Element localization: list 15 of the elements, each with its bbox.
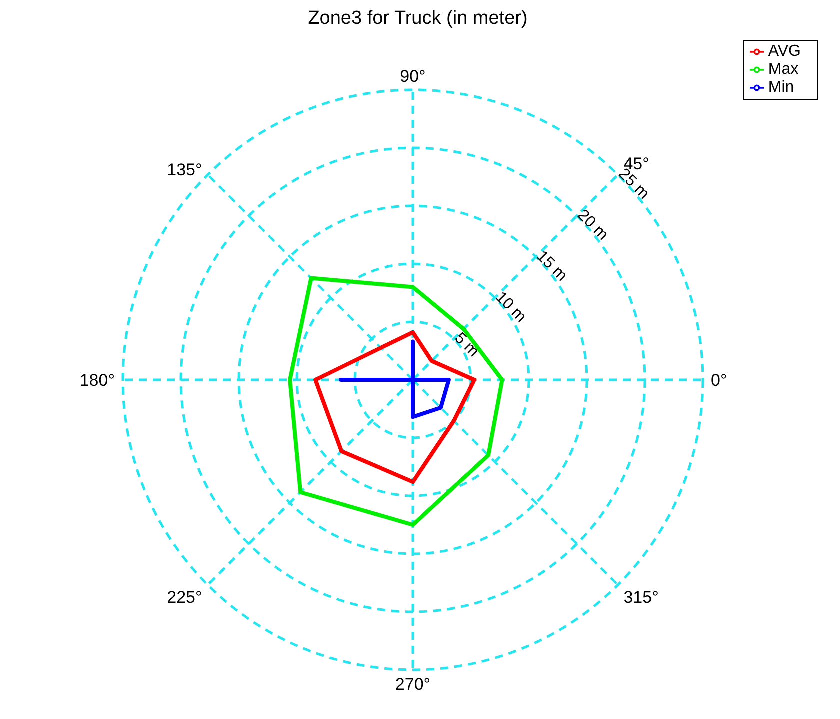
spoke-label: 180° [80,371,115,390]
spoke-label: 270° [395,675,431,694]
chart-title: Zone3 for Truck (in meter) [307,8,529,30]
spoke-label: 0° [711,371,728,390]
spoke-label: 90° [400,67,426,86]
spoke-label: 135° [167,160,202,180]
y-tick-label: 5 m [451,330,482,361]
spoke-label: 225° [167,588,202,607]
spoke-label: 315° [624,588,659,607]
y-tick-label: 15 m [533,248,570,285]
legend-label: AVG [768,43,801,60]
legend-label: Max [768,61,799,78]
y-tick-label: 10 m [492,288,530,326]
legend-label: Min [768,79,794,96]
y-tick-label: 20 m [574,206,612,244]
